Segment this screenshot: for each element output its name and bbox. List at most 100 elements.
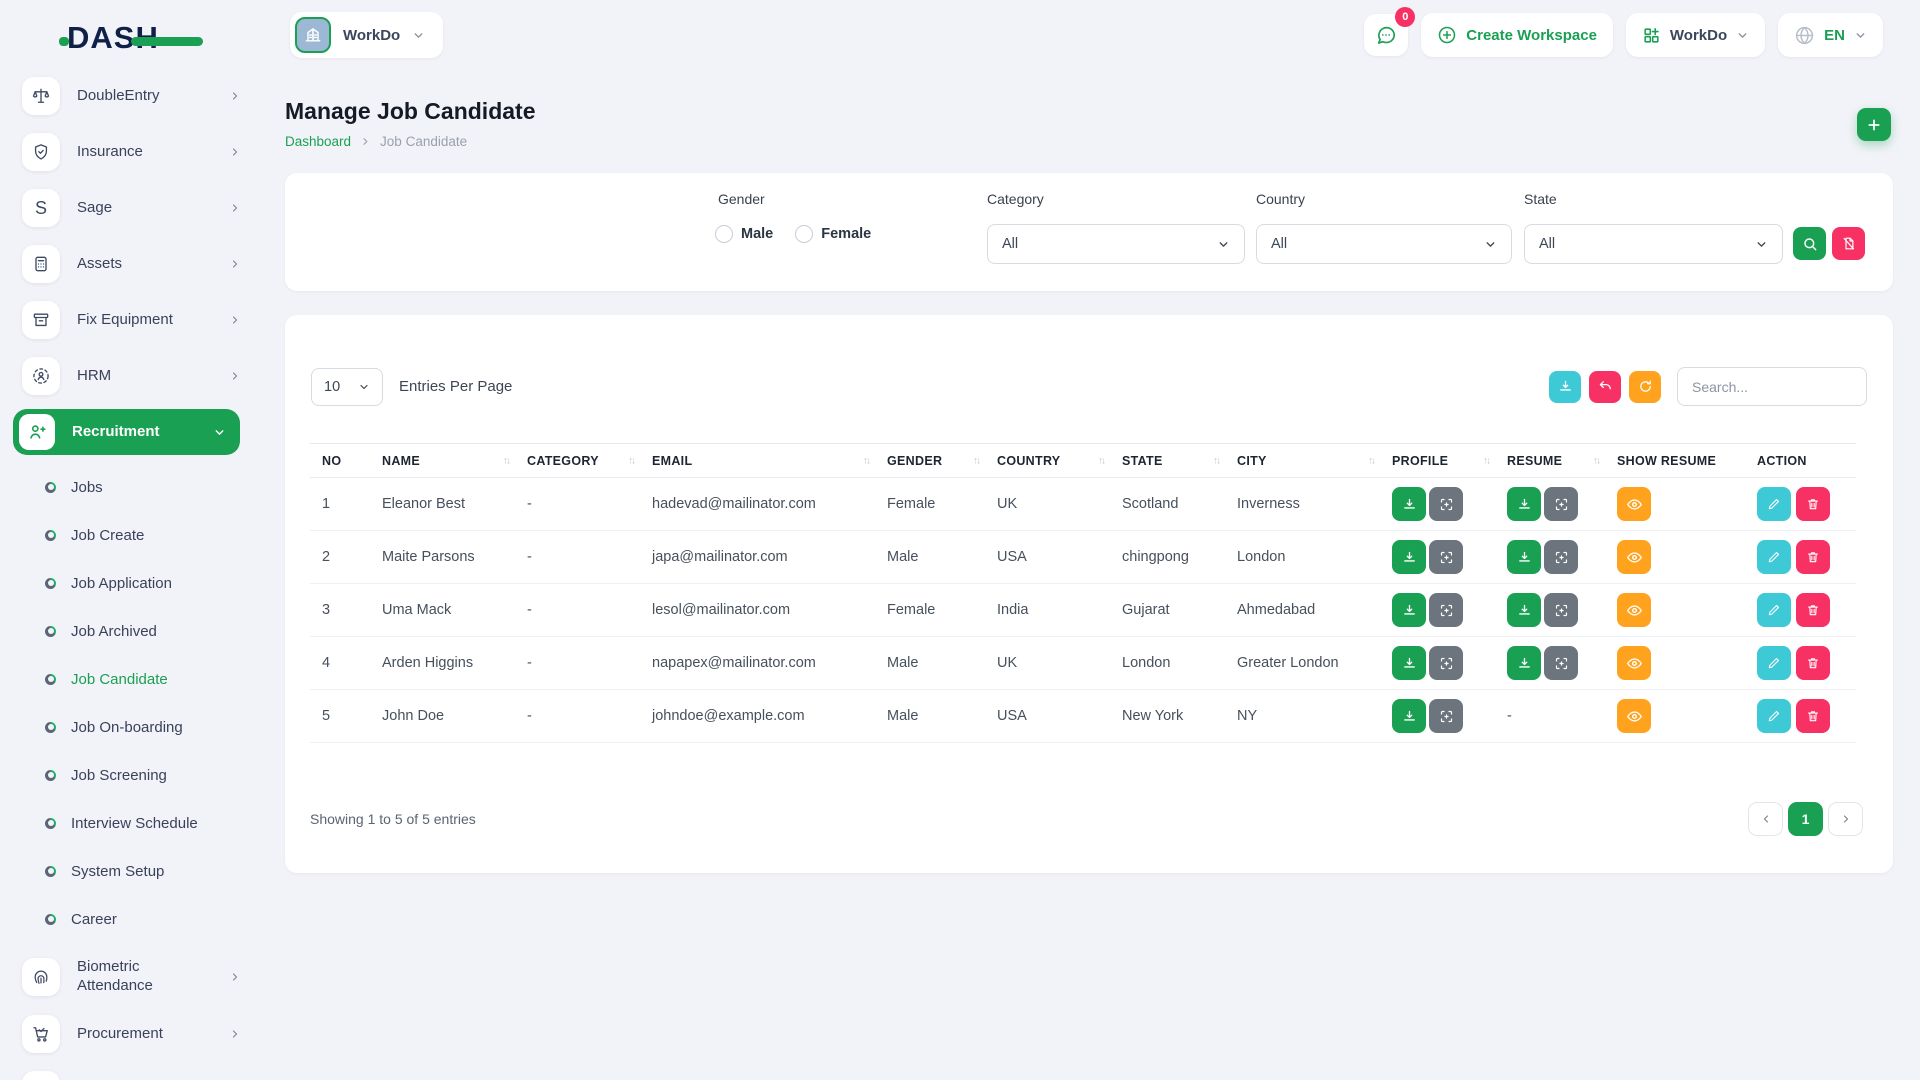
resume-download-button[interactable]: [1507, 593, 1541, 627]
profile-download-button[interactable]: [1392, 487, 1426, 521]
sort-icon[interactable]: ↑↓: [863, 455, 869, 466]
profile-download-button[interactable]: [1392, 646, 1426, 680]
delete-button[interactable]: [1796, 487, 1830, 521]
delete-button[interactable]: [1796, 540, 1830, 574]
edit-button[interactable]: [1757, 540, 1791, 574]
sidebar-subitem-job-candidate[interactable]: Job Candidate: [0, 655, 255, 703]
export-download-button[interactable]: [1549, 371, 1581, 403]
sidebar-subitem-interview-schedule[interactable]: Interview Schedule: [0, 799, 255, 847]
profile-preview-button[interactable]: [1429, 487, 1463, 521]
sidebar-item-biometric-attendance[interactable]: Biometric Attendance: [22, 949, 241, 1005]
sidebar-item-sage[interactable]: S Sage: [22, 185, 241, 231]
add-candidate-button[interactable]: [1857, 108, 1891, 141]
sidebar-subitem-system-setup[interactable]: System Setup: [0, 847, 255, 895]
profile-download-button[interactable]: [1392, 593, 1426, 627]
resume-preview-button[interactable]: [1544, 593, 1578, 627]
messages-button[interactable]: 0: [1364, 14, 1408, 56]
cell-show-resume: [1605, 531, 1745, 584]
show-resume-button[interactable]: [1617, 487, 1651, 521]
sidebar-item-fix-equipment[interactable]: Fix Equipment: [22, 297, 241, 343]
pagination-next-button[interactable]: [1828, 802, 1863, 836]
pagination-page-1-button[interactable]: 1: [1788, 802, 1823, 836]
gender-female-option[interactable]: Female: [795, 225, 871, 243]
undo-button[interactable]: [1589, 371, 1621, 403]
sidebar-subitem-job-screening[interactable]: Job Screening: [0, 751, 255, 799]
apply-filter-button[interactable]: [1793, 227, 1826, 260]
entries-per-page-select[interactable]: 10: [311, 368, 383, 406]
profile-preview-button[interactable]: [1429, 593, 1463, 627]
sort-icon[interactable]: ↑↓: [1593, 455, 1599, 466]
sort-icon[interactable]: ↑↓: [1098, 455, 1104, 466]
sidebar-subitem-job-create[interactable]: Job Create: [0, 511, 255, 559]
resume-preview-button[interactable]: [1544, 540, 1578, 574]
edit-button[interactable]: [1757, 487, 1791, 521]
sidebar-item-procurement[interactable]: Procurement: [22, 1011, 241, 1057]
sort-icon[interactable]: ↑↓: [1368, 455, 1374, 466]
state-select[interactable]: All: [1524, 224, 1783, 264]
building-icon: [295, 17, 331, 53]
resume-download-button[interactable]: [1507, 646, 1541, 680]
sidebar-subitem-jobs[interactable]: Jobs: [0, 463, 255, 511]
workspace-switcher[interactable]: WorkDo: [1626, 13, 1765, 57]
sort-icon[interactable]: ↑↓: [1213, 455, 1219, 466]
dash-logo[interactable]: DASH: [67, 20, 159, 56]
col-gender: GENDER↑↓: [875, 444, 985, 478]
cell-resume: [1495, 637, 1605, 690]
gender-male-option[interactable]: Male: [715, 225, 773, 243]
grid-plus-icon: [1642, 26, 1661, 45]
resume-download-button[interactable]: [1507, 487, 1541, 521]
sidebar-subitem-job-onboarding[interactable]: Job On-boarding: [0, 703, 255, 751]
profile-preview-button[interactable]: [1429, 699, 1463, 733]
breadcrumb-dashboard-link[interactable]: Dashboard: [285, 134, 351, 149]
category-filter-label: Category: [987, 191, 1044, 207]
edit-button[interactable]: [1757, 646, 1791, 680]
refresh-button[interactable]: [1629, 371, 1661, 403]
sidebar-subitem-job-archived[interactable]: Job Archived: [0, 607, 255, 655]
radio-icon[interactable]: [715, 225, 733, 243]
profile-preview-button[interactable]: [1429, 646, 1463, 680]
resume-preview-button[interactable]: [1544, 646, 1578, 680]
profile-download-button[interactable]: [1392, 540, 1426, 574]
delete-button[interactable]: [1796, 699, 1830, 733]
workspace-pill[interactable]: WorkDo: [290, 12, 443, 58]
show-resume-button[interactable]: [1617, 593, 1651, 627]
sidebar-subitem-career[interactable]: Career: [0, 895, 255, 943]
sort-icon[interactable]: ↑↓: [1483, 455, 1489, 466]
chevron-right-icon: [229, 146, 241, 158]
table-search-input[interactable]: [1677, 367, 1867, 406]
sidebar-item-doubleentry[interactable]: DoubleEntry: [22, 73, 241, 119]
cell-profile: [1380, 584, 1495, 637]
show-resume-button[interactable]: [1617, 699, 1651, 733]
create-workspace-button[interactable]: Create Workspace: [1421, 13, 1613, 57]
delete-button[interactable]: [1796, 646, 1830, 680]
reset-filter-button[interactable]: [1832, 227, 1865, 260]
country-select[interactable]: All: [1256, 224, 1512, 264]
sidebar-item-hrm[interactable]: HRM: [22, 353, 241, 399]
cell-country: UK: [985, 478, 1110, 531]
cell-city: Inverness: [1225, 478, 1380, 531]
sort-icon[interactable]: ↑↓: [973, 455, 979, 466]
delete-button[interactable]: [1796, 593, 1830, 627]
sidebar-subitem-job-application[interactable]: Job Application: [0, 559, 255, 607]
chevron-right-icon: [229, 202, 241, 214]
profile-preview-button[interactable]: [1429, 540, 1463, 574]
edit-button[interactable]: [1757, 699, 1791, 733]
resume-download-button[interactable]: [1507, 540, 1541, 574]
edit-button[interactable]: [1757, 593, 1791, 627]
sort-icon[interactable]: ↑↓: [503, 455, 509, 466]
profile-download-button[interactable]: [1392, 699, 1426, 733]
pagination-prev-button[interactable]: [1748, 802, 1783, 836]
show-resume-button[interactable]: [1617, 646, 1651, 680]
sort-icon[interactable]: ↑↓: [628, 455, 634, 466]
resume-preview-button[interactable]: [1544, 487, 1578, 521]
sidebar-item-insurance[interactable]: Insurance: [22, 129, 241, 175]
sidebar-item-recruitment[interactable]: Recruitment: [13, 409, 240, 455]
chevron-right-icon: [229, 971, 241, 983]
radio-icon[interactable]: [795, 225, 813, 243]
language-selector[interactable]: EN: [1778, 13, 1883, 57]
table-actions: [1549, 371, 1661, 403]
show-resume-button[interactable]: [1617, 540, 1651, 574]
sidebar-item-assets[interactable]: Assets: [22, 241, 241, 287]
category-select[interactable]: All: [987, 224, 1245, 264]
sidebar-item-partial[interactable]: [22, 1067, 241, 1080]
